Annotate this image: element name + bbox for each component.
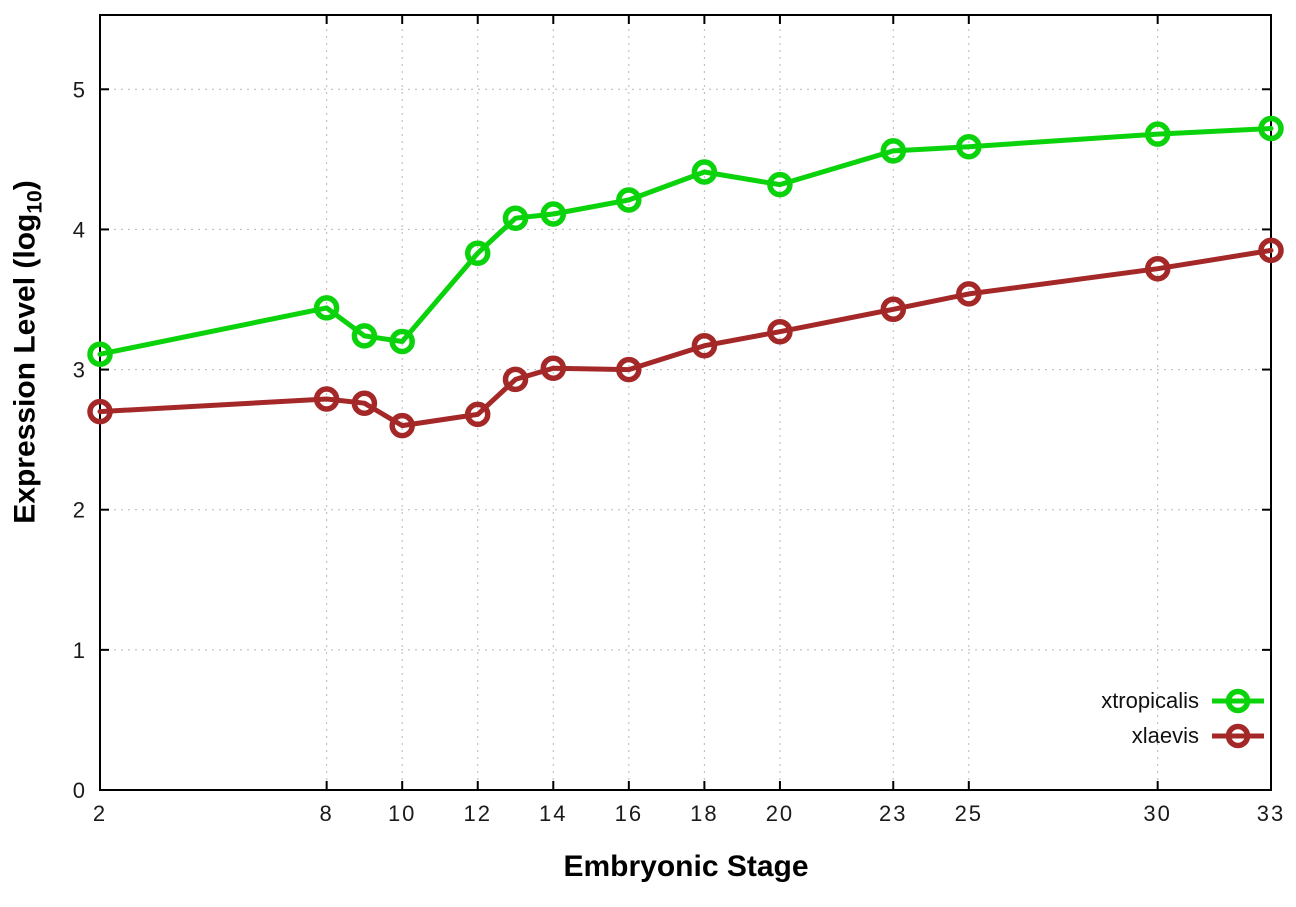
marker-xlaevis-stage-9 [351,390,378,416]
marker-xtropicalis-stage-12 [464,240,491,266]
legend-marker-xlaevis [1212,723,1264,748]
marker-xlaevis-stage-14 [540,355,567,381]
marker-xlaevis-stage-33 [1258,237,1284,264]
legend: xtropicalis xlaevis [1101,683,1265,753]
y-axis-title-subscript: 10 [23,190,47,214]
marker-xlaevis-stage-12 [464,401,491,428]
marker-xtropicalis-stage-18 [691,159,718,185]
marker-xtropicalis-stage-9 [351,323,378,349]
marker-xlaevis-stage-20 [767,318,793,345]
x-tick-label: 8 [320,801,334,826]
marker-xtropicalis-stage-10 [389,328,415,355]
marker-xtropicalis-stage-13 [502,205,529,231]
marker-xlaevis-stage-23 [880,296,907,323]
y-axis-title-close: ) [8,180,42,191]
y-tick-label: 3 [73,358,87,383]
x-tick-label: 10 [388,801,416,826]
legend-sample-circle-icon [1225,723,1251,748]
marker-xlaevis-stage-18 [691,332,718,359]
marker-xlaevis-stage-8 [313,386,340,412]
legend-label-xtropicalis: xtropicalis [1101,687,1199,713]
x-tick-label: 25 [955,801,983,826]
x-tick-label: 20 [766,801,794,826]
marker-xtropicalis-stage-8 [313,295,340,321]
marker-xtropicalis-stage-14 [540,201,567,227]
y-tick-label: 1 [73,638,87,663]
legend-item-xtropicalis: xtropicalis [1101,683,1265,718]
y-tick-label: 5 [73,77,87,102]
x-tick-label: 30 [1143,801,1171,826]
marker-xtropicalis-stage-2 [87,341,113,367]
series-line-xlaevis [97,247,1274,429]
marker-xtropicalis-stage-16 [616,187,642,213]
marker-xtropicalis-stage-25 [956,133,982,160]
marker-xlaevis-stage-10 [389,412,415,439]
x-tick-label: 14 [539,801,567,826]
marker-xtropicalis-stage-33 [1258,115,1284,142]
legend-item-xlaevis: xlaevis [1101,718,1265,753]
y-axis-title: Expression Level (log10) [9,180,48,523]
legend-label-xlaevis: xlaevis [1131,722,1199,748]
marker-xtropicalis-stage-20 [767,171,793,198]
marker-xlaevis-stage-13 [502,366,529,393]
marker-xtropicalis-stage-30 [1144,121,1171,147]
legend-sample-circle-icon [1225,688,1251,713]
x-tick-label: 12 [463,801,491,826]
y-tick-label: 2 [73,498,87,523]
x-tick-label: 2 [93,801,107,826]
x-tick-label: 18 [690,801,718,826]
marker-xlaevis-stage-30 [1144,255,1171,282]
series-line-xtropicalis [97,126,1274,357]
x-tick-label: 23 [879,801,907,826]
x-axis-title: Embryonic Stage [563,850,809,883]
x-tick-label: 16 [615,801,643,826]
marker-xlaevis-stage-16 [616,356,642,383]
x-tick-label: 33 [1257,801,1285,826]
legend-marker-xtropicalis [1212,688,1264,713]
marker-xlaevis-stage-2 [87,398,113,425]
marker-xlaevis-stage-25 [956,281,982,307]
marker-xtropicalis-stage-23 [880,138,907,164]
y-axis-title-main: Expression Level (log [8,213,42,524]
y-tick-label: 0 [73,778,87,803]
y-tick-label: 4 [73,217,87,242]
